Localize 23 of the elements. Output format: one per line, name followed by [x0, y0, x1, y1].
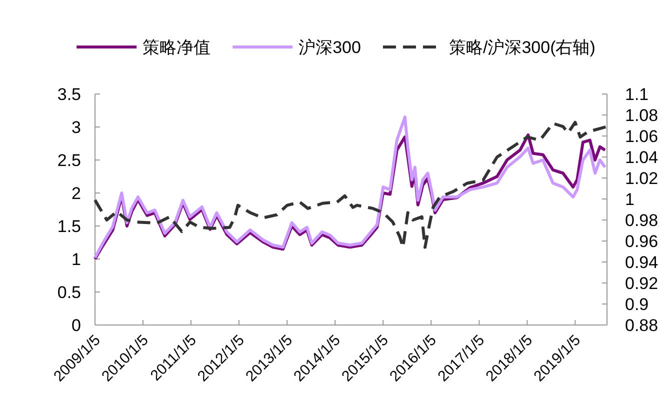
legend-label: 策略/沪深300(右轴)	[448, 38, 596, 57]
y2-tick-label: 1	[625, 190, 634, 209]
y-tick-label: 1	[72, 250, 81, 269]
y2-tick-label: 0.92	[625, 274, 658, 293]
y2-tick-label: 0.9	[625, 295, 649, 314]
y2-tick-label: 0.88	[625, 316, 658, 335]
y2-tick-label: 1.04	[625, 148, 658, 167]
y2-tick-label: 0.98	[625, 211, 658, 230]
y-tick-label: 2.5	[57, 151, 81, 170]
y2-tick-label: 1.1	[625, 85, 649, 104]
y-tick-label: 0.5	[57, 283, 81, 302]
y-tick-label: 0	[72, 316, 81, 335]
legend-label: 沪深300	[298, 38, 361, 57]
y-tick-label: 3	[72, 118, 81, 137]
y2-tick-label: 1.08	[625, 106, 658, 125]
y-tick-label: 1.5	[57, 217, 81, 236]
y2-tick-label: 0.94	[625, 253, 658, 272]
y2-tick-label: 1.06	[625, 127, 658, 146]
y2-tick-label: 1.02	[625, 169, 658, 188]
legend-label: 策略净值	[142, 38, 211, 57]
y2-tick-label: 0.96	[625, 232, 658, 251]
y-tick-label: 3.5	[57, 85, 81, 104]
y-tick-label: 2	[72, 184, 81, 203]
